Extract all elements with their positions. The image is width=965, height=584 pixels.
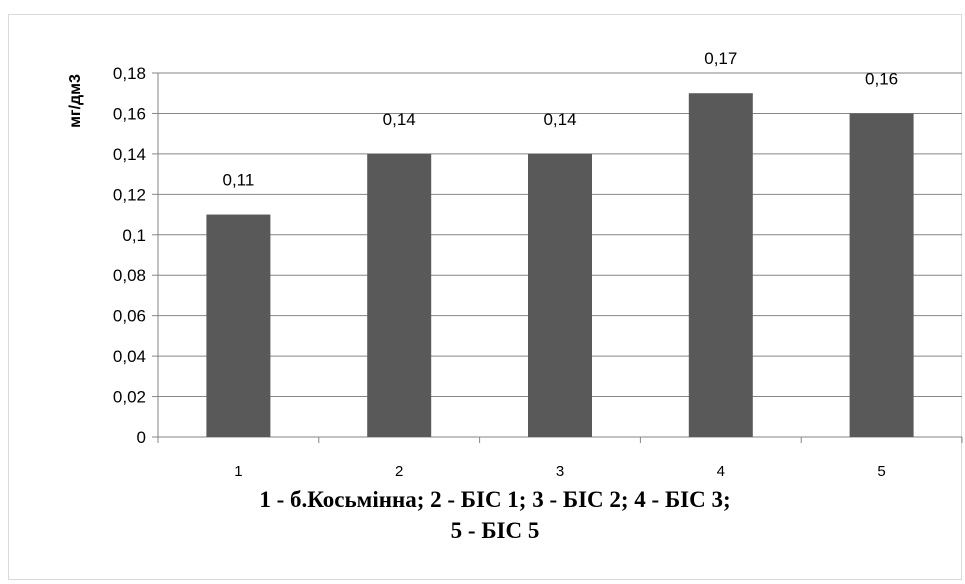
- chart-frame: [8, 14, 962, 580]
- bar: [206, 214, 271, 437]
- category-label: 4: [717, 463, 725, 480]
- y-tick-label: 0,06: [113, 307, 146, 326]
- y-tick-label: 0,12: [113, 185, 146, 204]
- bar: [367, 153, 432, 437]
- caption-line-1: 1 - б.Косьмінна; 2 - БІС 1; 3 - БІС 2; 4…: [259, 487, 731, 512]
- category-label: 1: [234, 463, 242, 480]
- data-label: 0,11: [222, 171, 254, 190]
- y-tick-label: 0,14: [113, 145, 146, 164]
- y-tick-label: 0: [137, 428, 146, 447]
- bar: [528, 153, 592, 437]
- category-label: 3: [556, 463, 564, 480]
- category-label: 2: [395, 463, 403, 480]
- category-label: 5: [877, 463, 885, 480]
- y-tick-label: 0,08: [113, 266, 146, 285]
- y-tick-label: 0,02: [113, 388, 146, 407]
- y-axis-title: мг/дм3: [67, 74, 84, 128]
- data-label: 0,16: [865, 69, 898, 88]
- caption-line-2: 5 - БІС 5: [450, 518, 540, 543]
- y-tick-label: 0,18: [113, 64, 146, 83]
- bar: [849, 113, 914, 437]
- y-tick-label: 0,04: [113, 347, 146, 366]
- data-label: 0,14: [543, 110, 576, 129]
- y-tick-label: 0,1: [122, 226, 146, 245]
- bar: [688, 93, 753, 437]
- data-label: 0,17: [704, 49, 737, 68]
- data-label: 0,14: [383, 110, 416, 129]
- y-tick-label: 0,16: [113, 104, 146, 123]
